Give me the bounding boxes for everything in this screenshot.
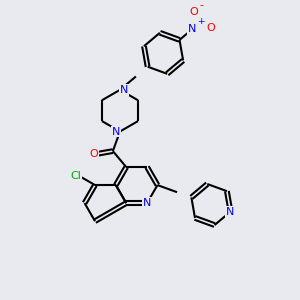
Text: -: - <box>200 0 203 10</box>
Text: N: N <box>143 198 151 208</box>
Text: Cl: Cl <box>70 171 81 181</box>
Text: O: O <box>206 23 215 33</box>
Text: +: + <box>197 17 205 26</box>
Text: O: O <box>190 7 199 17</box>
Text: N: N <box>112 127 120 136</box>
Text: N: N <box>226 207 235 217</box>
Text: N: N <box>120 85 128 95</box>
Text: N: N <box>188 24 196 34</box>
Text: O: O <box>90 149 98 159</box>
